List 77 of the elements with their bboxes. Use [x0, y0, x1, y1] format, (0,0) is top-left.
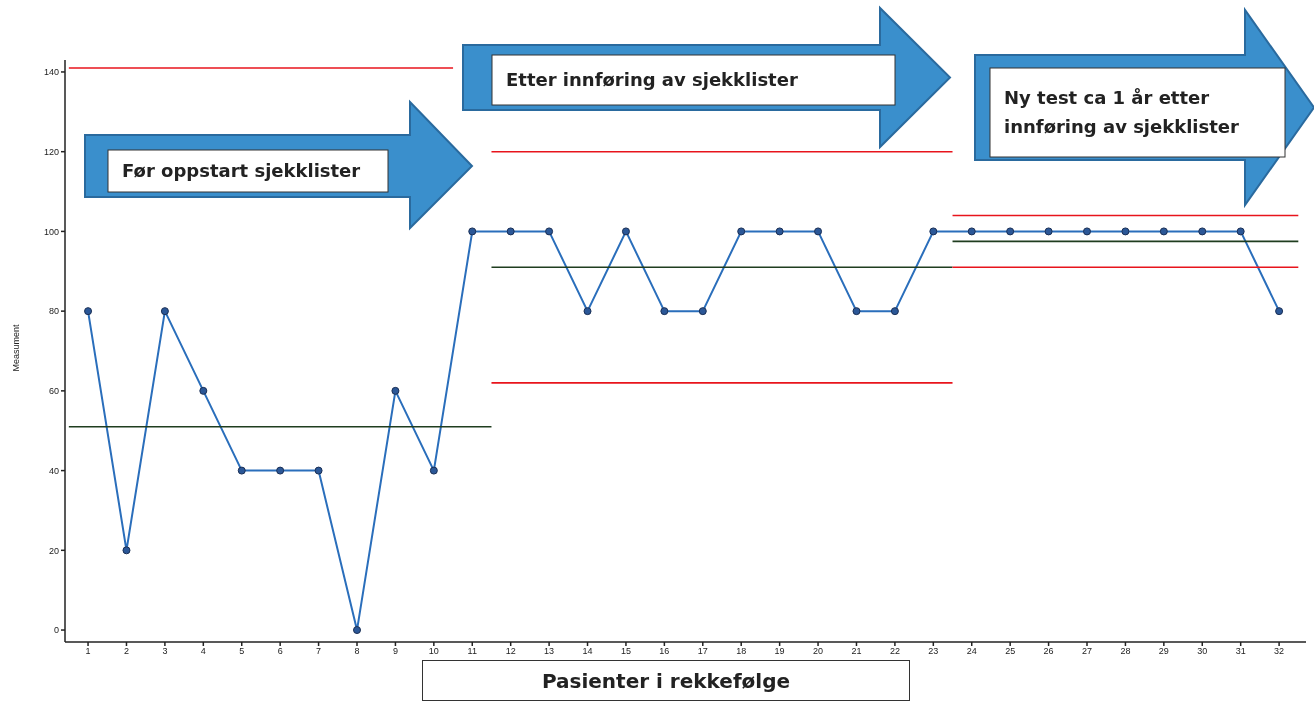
x-tick-label: 21 — [851, 646, 862, 657]
point — [1121, 227, 1130, 236]
x-tick-label: 8 — [354, 646, 360, 657]
x-tick-label: 19 — [774, 646, 785, 657]
annotation: Ny test ca 1 år etter innføring av sjekklister — [1004, 85, 1240, 139]
x-tick-label: 11 — [467, 646, 477, 657]
point — [775, 227, 784, 236]
point — [852, 307, 861, 316]
point — [391, 386, 400, 395]
point — [314, 466, 323, 475]
point — [1006, 227, 1015, 236]
x-tick-label: 10 — [428, 646, 439, 657]
point — [506, 227, 515, 236]
x-tick-label: 29 — [1158, 646, 1169, 657]
annotation: Etter innføring av sjekklister — [506, 67, 798, 92]
x-tick-label: 5 — [239, 646, 245, 657]
y-tick-label: 120 — [43, 146, 59, 157]
x-tick-label: 7 — [316, 646, 322, 657]
point — [237, 466, 246, 475]
x-tick-label: 24 — [966, 646, 977, 657]
x-tick-label: 20 — [813, 646, 824, 657]
point — [199, 386, 208, 395]
point — [1275, 307, 1284, 316]
point — [429, 466, 438, 475]
point — [967, 227, 976, 236]
x-tick-label: 30 — [1197, 646, 1208, 657]
x-tick-label: 15 — [620, 646, 631, 657]
point — [929, 227, 938, 236]
x-tick-label: 32 — [1274, 646, 1285, 657]
point — [1198, 227, 1207, 236]
x-tick-label: 4 — [200, 646, 206, 657]
x-tick-label: 22 — [889, 646, 900, 657]
x-tick-label: 1 — [85, 646, 91, 657]
point — [84, 307, 93, 316]
x-axis-title: Pasienter i rekkefølge — [422, 660, 910, 701]
point — [160, 307, 169, 316]
x-tick-label: 28 — [1120, 646, 1131, 657]
point — [545, 227, 554, 236]
x-tick-label: 27 — [1081, 646, 1093, 657]
x-tick-label: 3 — [162, 646, 168, 657]
point — [1083, 227, 1091, 236]
point — [353, 626, 361, 635]
y-tick-label: 80 — [48, 306, 59, 317]
x-tick-label: 25 — [1005, 646, 1016, 657]
point — [890, 307, 899, 316]
point — [583, 307, 592, 316]
x-tick-label: 18 — [736, 646, 747, 657]
x-tick-label: 13 — [544, 646, 555, 657]
point — [660, 307, 669, 316]
x-tick-label: 14 — [582, 646, 593, 657]
point — [1236, 227, 1245, 236]
point — [814, 227, 823, 236]
x-tick-label: 16 — [659, 646, 670, 657]
y-tick-label: 100 — [43, 226, 59, 237]
point — [698, 307, 707, 316]
x-tick-label: 17 — [697, 646, 708, 657]
y-tick-label: 60 — [48, 386, 59, 397]
x-tick-label: 26 — [1043, 646, 1054, 657]
y-tick-label: 20 — [48, 545, 59, 556]
annotation: Før oppstart sjekklister — [122, 158, 361, 183]
point — [1159, 227, 1168, 236]
x-tick-label: 2 — [123, 646, 129, 657]
y-tick-label: 0 — [53, 625, 59, 636]
y-tick-label: 140 — [43, 67, 59, 78]
point — [621, 227, 630, 236]
point — [737, 227, 746, 236]
x-tick-label: 23 — [928, 646, 939, 657]
x-tick-label: 31 — [1235, 646, 1246, 657]
y-tick-label: 40 — [48, 465, 59, 476]
point — [122, 546, 131, 555]
point — [1044, 227, 1053, 236]
x-tick-label: 12 — [505, 646, 516, 657]
y-axis-title: Measument — [11, 324, 21, 372]
x-tick-label: 6 — [277, 646, 283, 657]
point — [468, 227, 477, 236]
point — [276, 466, 285, 475]
x-tick-label: 9 — [392, 646, 398, 657]
